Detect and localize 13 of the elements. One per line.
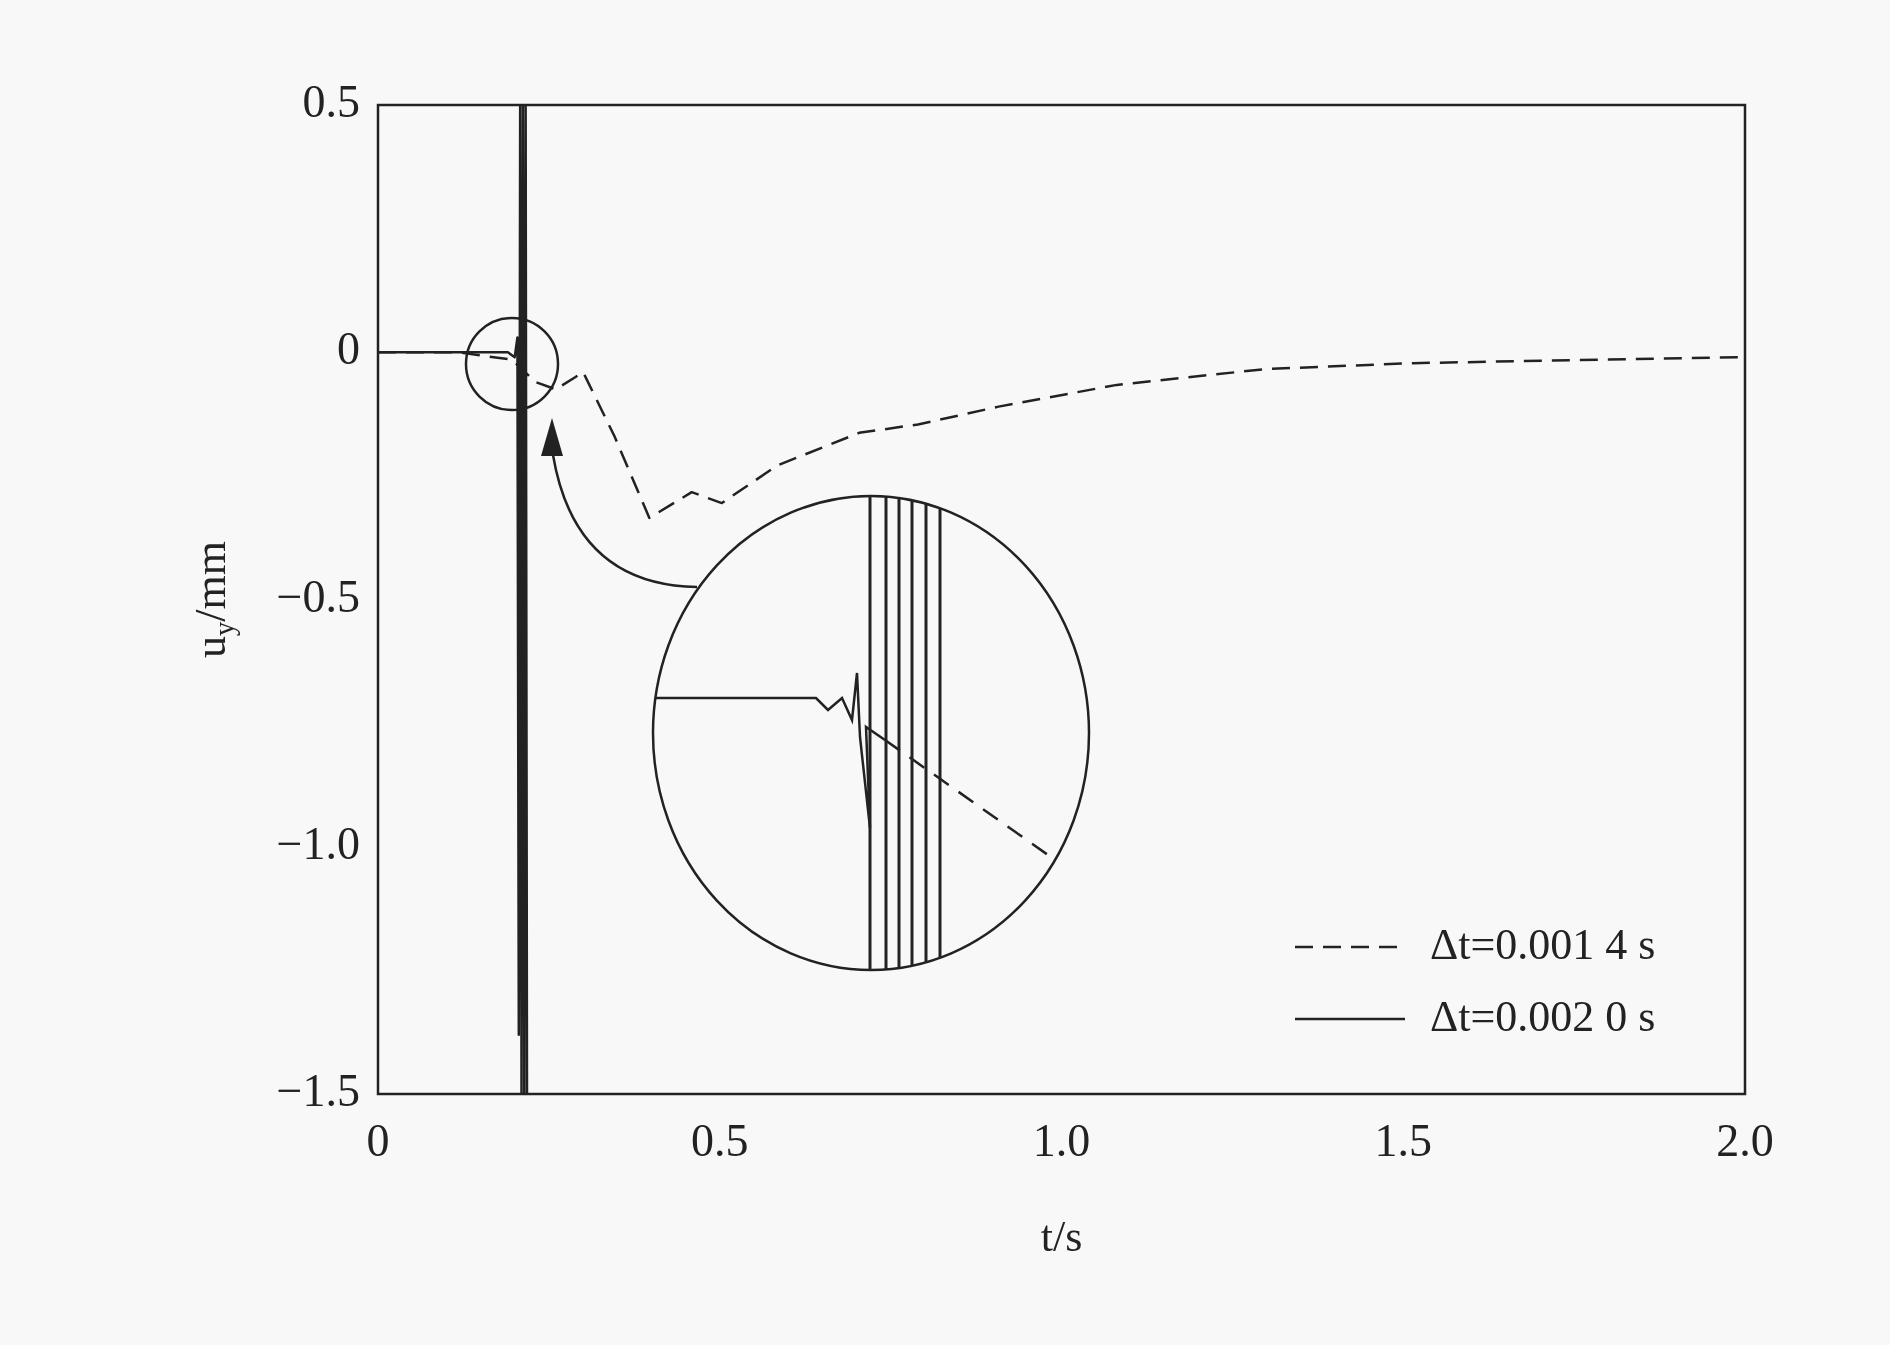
legend-label: Δt=0.002 0 s [1430,991,1656,1041]
y-tick-label: −1.0 [276,817,360,869]
y-tick-label: 0 [337,323,360,375]
y-tick-label: −1.5 [276,1065,360,1117]
x-tick-label: 1.5 [1374,1114,1432,1166]
x-axis-title: t/s [1040,1211,1083,1261]
x-tick-label: 1.0 [1032,1114,1091,1166]
y-tick-label: −0.5 [276,570,360,622]
x-tick-label: 0.5 [691,1114,749,1166]
y-axis-title: uy/mm [185,541,240,658]
legend-label: Δt=0.001 4 s [1430,919,1656,969]
y-tick-label: 0.5 [302,76,360,128]
x-tick-label: 2.0 [1716,1114,1774,1166]
